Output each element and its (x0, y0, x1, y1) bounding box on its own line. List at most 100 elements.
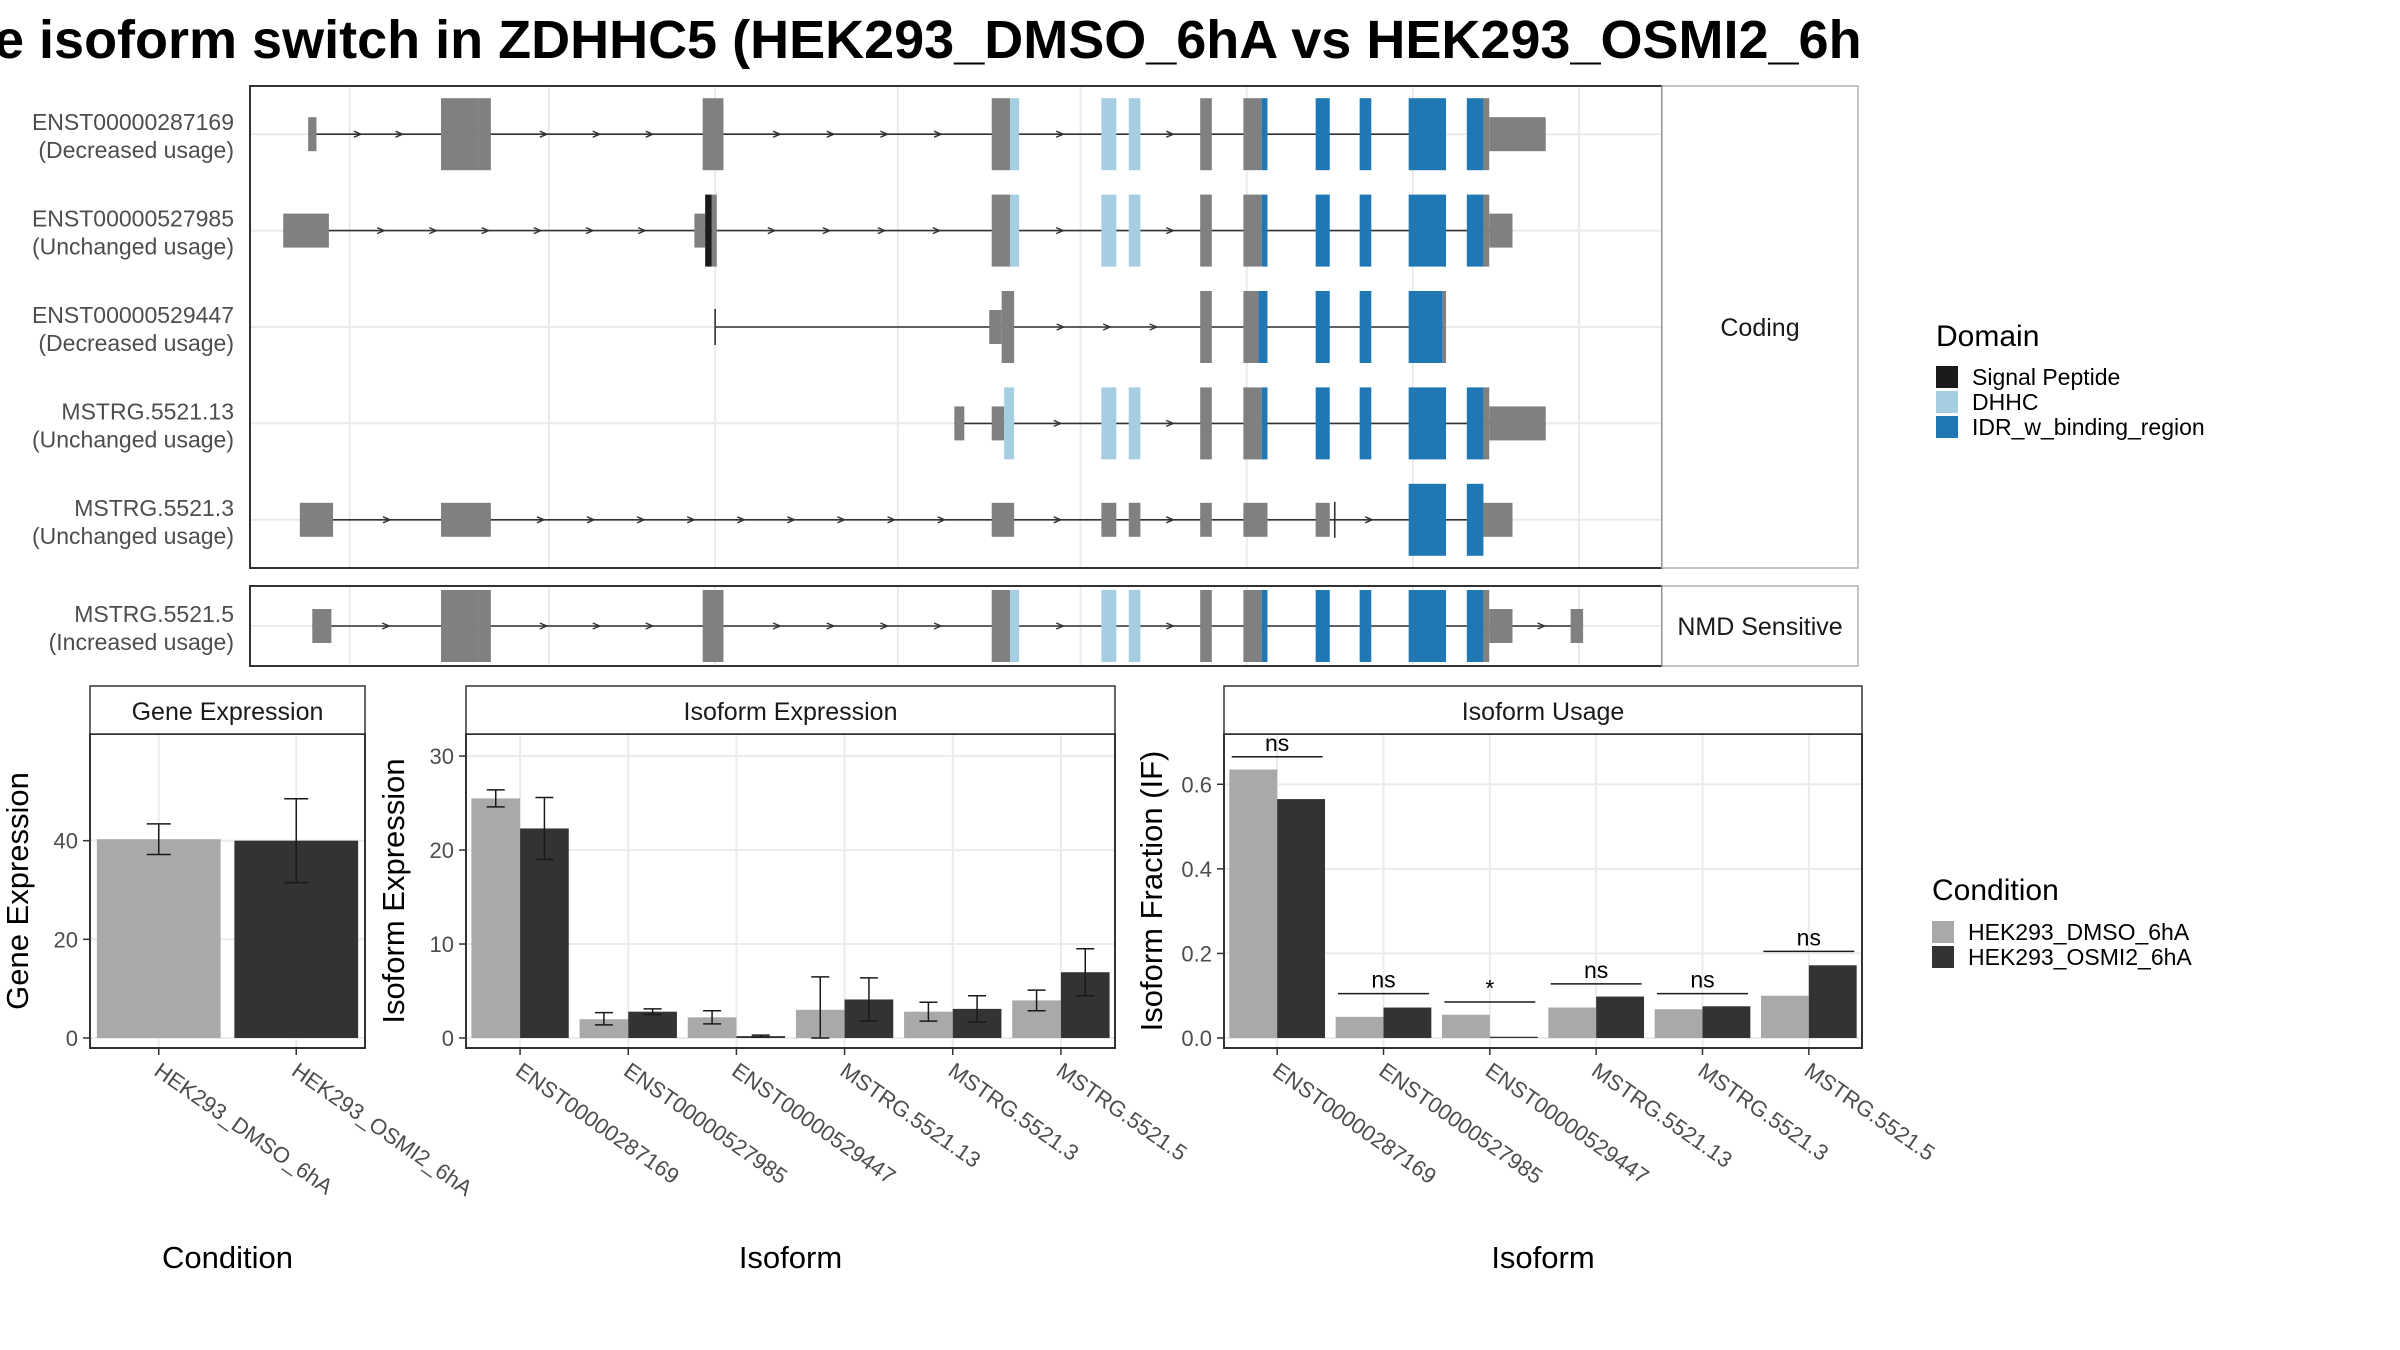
exon-block (1009, 194, 1020, 267)
intron-arrow (381, 622, 391, 630)
exon-block (694, 213, 706, 248)
exon-block (1408, 387, 1447, 460)
intron-arrow (1166, 226, 1176, 235)
x-axis-title: Isoform (1491, 1240, 1594, 1275)
bar (1548, 1007, 1597, 1038)
bar (1596, 996, 1645, 1038)
y-tick-label: 20 (430, 838, 454, 863)
bar (1441, 1014, 1490, 1038)
exon-block (299, 502, 334, 537)
exon-block (1466, 387, 1484, 460)
intron-arrow (536, 516, 546, 524)
exon-block (1200, 291, 1212, 363)
plot-background (1224, 734, 1862, 1048)
exon-block (1001, 291, 1015, 363)
exon-block (1128, 590, 1141, 662)
exon-block (441, 98, 479, 171)
y-tick-label: 0.2 (1181, 941, 1212, 966)
intron-arrow (772, 622, 782, 630)
exon-block (1243, 502, 1268, 537)
intron-arrow (1166, 419, 1176, 428)
exon-block (1200, 502, 1212, 537)
bar (471, 798, 521, 1038)
intron-arrow (1364, 516, 1374, 524)
transcript-id-label: MSTRG.5521.5 (74, 601, 234, 627)
intron-arrow (837, 516, 847, 524)
exon-block (1315, 291, 1330, 363)
intron-arrow (737, 516, 747, 524)
exon-block (1009, 590, 1020, 662)
exon-block (1200, 387, 1212, 460)
exon-block (1101, 98, 1117, 171)
exon-block (1489, 117, 1546, 152)
exon-block (1004, 387, 1015, 460)
exon-block (1128, 387, 1141, 460)
intron-arrow (533, 226, 543, 235)
exon-block (1128, 502, 1141, 537)
legend-swatch (1936, 366, 1958, 388)
facet-strip (465, 685, 1116, 735)
intron-arrow (772, 130, 782, 138)
exon-block (1315, 387, 1330, 460)
exon-block (1570, 609, 1584, 643)
intron-arrow (880, 130, 890, 138)
exon-block (702, 590, 724, 662)
bar (520, 828, 569, 1038)
intron-arrow (395, 130, 405, 138)
y-tick-label: 10 (430, 932, 454, 957)
facet-strip (1661, 585, 1859, 667)
intron-arrow (1056, 323, 1066, 331)
bar-charts: 02040HEK293_DMSO_6hAHEK293_OSMI2_6hAGene… (0, 685, 1940, 1275)
significance-label: ns (1371, 967, 1395, 993)
intron-arrow (932, 226, 942, 235)
intron-arrow (586, 516, 596, 524)
exon-block (1483, 194, 1490, 267)
intron-arrow (636, 516, 646, 524)
exon-block (991, 98, 1010, 171)
intron-arrow (822, 226, 832, 235)
exon-block (1359, 291, 1372, 363)
exon-block (478, 590, 491, 662)
intron-arrow (937, 516, 947, 524)
intron-arrow (539, 130, 549, 138)
exon-block (1261, 387, 1268, 460)
exon-block (1315, 98, 1330, 171)
intron-arrow (887, 516, 897, 524)
exon-block (1009, 98, 1020, 171)
significance-label: ns (1797, 924, 1821, 950)
exon-block (1243, 291, 1259, 363)
transcript-usage-label: (Decreased usage) (38, 137, 234, 163)
facet-strip-label: Coding (1720, 314, 1799, 342)
intron-arrow (787, 516, 797, 524)
intron-arrow (933, 622, 943, 630)
exon-block (1483, 502, 1513, 537)
bar (687, 1017, 737, 1038)
facet-strip-label: NMD Sensitive (1677, 613, 1842, 641)
exon-block (1359, 590, 1372, 662)
bar (1654, 1009, 1703, 1038)
plot-background (466, 734, 1115, 1048)
bar (1383, 1007, 1432, 1038)
exon-block (991, 194, 1010, 267)
exon-block (705, 194, 712, 267)
exon-block (1466, 483, 1484, 556)
intron-arrow (585, 226, 595, 235)
transcript-id-label: ENST00000527985 (32, 206, 234, 232)
significance-label: * (1485, 975, 1494, 1001)
intron-arrow (1053, 516, 1063, 524)
significance-label: ns (1690, 967, 1714, 993)
exon-block (1200, 98, 1212, 171)
bar (1229, 769, 1278, 1038)
y-axis-title: Gene Expression (0, 772, 35, 1010)
y-tick-label: 0 (442, 1026, 454, 1051)
chart-panel: 0102030ENST00000287169ENST00000527985ENS… (376, 685, 1192, 1275)
intron-arrow (826, 130, 836, 138)
intron-arrow (1055, 130, 1066, 138)
exon-block (312, 609, 332, 643)
y-tick-label: 40 (54, 829, 78, 854)
exon-block (1408, 291, 1443, 363)
exon-block (1243, 590, 1262, 662)
exon-block (1442, 291, 1447, 363)
legend-swatch (1936, 391, 1958, 413)
